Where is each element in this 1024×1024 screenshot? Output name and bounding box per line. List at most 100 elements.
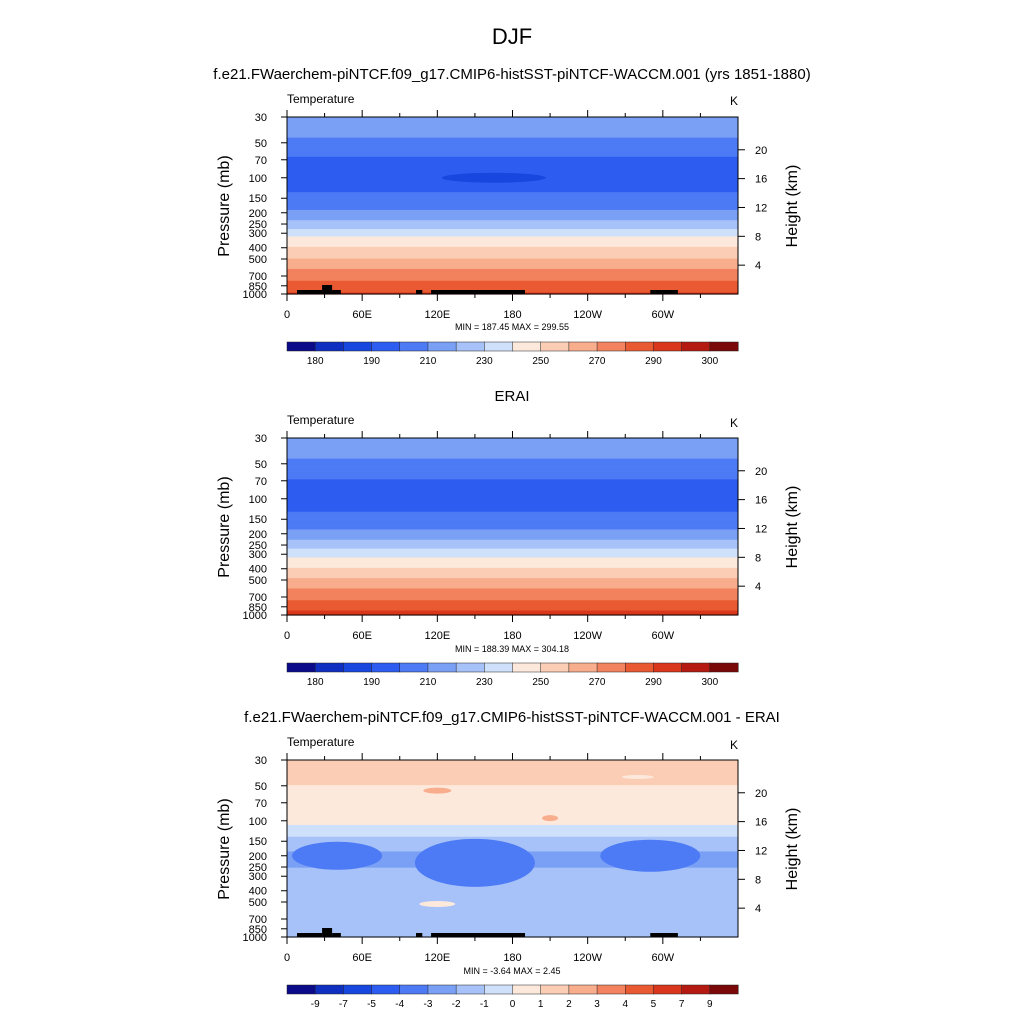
contour-band (287, 523, 738, 526)
units-label: K (730, 738, 738, 752)
contour-band (287, 133, 738, 136)
contour-band (287, 489, 738, 492)
contour-band (287, 140, 738, 143)
colorbar-swatch (625, 662, 654, 673)
colorbar-label: 210 (420, 677, 437, 688)
contour-band (287, 220, 738, 223)
left-label: Temperature (287, 413, 355, 427)
colorbar-label: 180 (307, 677, 324, 688)
contour-band (287, 793, 738, 796)
contour-band (287, 816, 738, 819)
contour-band (287, 900, 738, 903)
contour-band (287, 480, 738, 483)
y-tick-label: 100 (249, 816, 267, 828)
contour-band (287, 206, 738, 210)
contour-band (287, 214, 738, 217)
contour-band (287, 474, 738, 477)
contour-band (287, 445, 738, 448)
contour-band (287, 458, 738, 461)
colorbar-swatch (343, 341, 373, 352)
contour-band (287, 795, 738, 798)
x-tick-label: 180 (503, 630, 521, 642)
contour-band (287, 477, 738, 480)
y-tick-label: 250 (249, 540, 267, 552)
y2-tick-label: 4 (755, 260, 761, 272)
contour-band (287, 883, 738, 886)
x-tick-label: 120W (573, 309, 602, 321)
contour-band (287, 892, 738, 895)
contour-band (287, 258, 738, 261)
contour-band (287, 805, 738, 808)
x-tick-label: 60E (352, 309, 372, 321)
contour-band (287, 532, 738, 535)
colorbar-swatch (681, 341, 711, 352)
page-title: DJF (492, 24, 532, 49)
contour-band (287, 841, 738, 844)
colorbar-swatch (484, 341, 514, 352)
terrain-mask (322, 285, 333, 294)
y-tick-label: 70 (255, 476, 267, 488)
contour-band (287, 906, 738, 909)
contour-band (287, 572, 738, 575)
colorbar-swatch (286, 341, 316, 352)
contour-band (287, 440, 738, 444)
contour-band (287, 826, 738, 829)
contour-band (287, 556, 738, 559)
x-tick-label: 120W (573, 630, 602, 642)
contour-band (287, 610, 738, 613)
contour-band (287, 612, 738, 615)
contour-band (287, 463, 738, 466)
contour-band (287, 762, 738, 766)
contour-band (287, 779, 738, 782)
contour-band (287, 236, 738, 239)
contour-band (287, 530, 738, 533)
left-label: Temperature (287, 735, 355, 749)
contour-band (287, 880, 738, 884)
terrain-mask (416, 290, 423, 294)
colorbar-swatch (625, 984, 654, 995)
colorbar-swatch (455, 341, 485, 352)
contour-band (287, 156, 738, 159)
contour-band (287, 504, 738, 507)
contour-band (287, 833, 738, 836)
contour-band (287, 439, 738, 442)
colorbar-swatch (540, 341, 570, 352)
contour-band (287, 589, 738, 592)
contour-band (287, 137, 738, 140)
contour-band (287, 186, 738, 189)
colorbar-label: 210 (420, 356, 437, 367)
x-tick-label: 60E (352, 630, 372, 642)
contour-band (287, 560, 738, 563)
contour-band (287, 522, 738, 525)
colorbar-label: 270 (589, 356, 606, 367)
y2-tick-label: 4 (755, 581, 761, 593)
y2-tick-label: 12 (755, 523, 767, 535)
colorbar-swatch (653, 662, 683, 673)
colorbar-label: 7 (679, 999, 685, 1010)
contour-band (287, 573, 738, 576)
contour-band (287, 227, 738, 230)
contour-band (287, 914, 738, 917)
y2-tick-label: 4 (755, 903, 761, 915)
contour-band (287, 601, 738, 604)
contour-band (287, 159, 738, 162)
contour-band (287, 760, 738, 763)
colorbar-swatch (484, 984, 514, 995)
colorbar-label: 180 (307, 356, 324, 367)
contour-band (287, 920, 738, 923)
contour-band (287, 217, 738, 220)
contour-band (287, 122, 738, 125)
contour-band (287, 149, 738, 152)
contour-band (287, 776, 738, 779)
y2-tick-label: 12 (755, 845, 767, 857)
y-tick-label: 70 (255, 798, 267, 810)
colorbar-label: 250 (532, 677, 549, 688)
contour-band (287, 267, 738, 270)
contour-band (287, 836, 738, 839)
contour-band (287, 765, 738, 768)
contour-band (287, 235, 738, 238)
panel-title: ERAI (494, 388, 529, 405)
colorbar-swatch (653, 984, 683, 995)
colorbar-swatch (343, 984, 373, 995)
terrain-mask (322, 928, 333, 937)
